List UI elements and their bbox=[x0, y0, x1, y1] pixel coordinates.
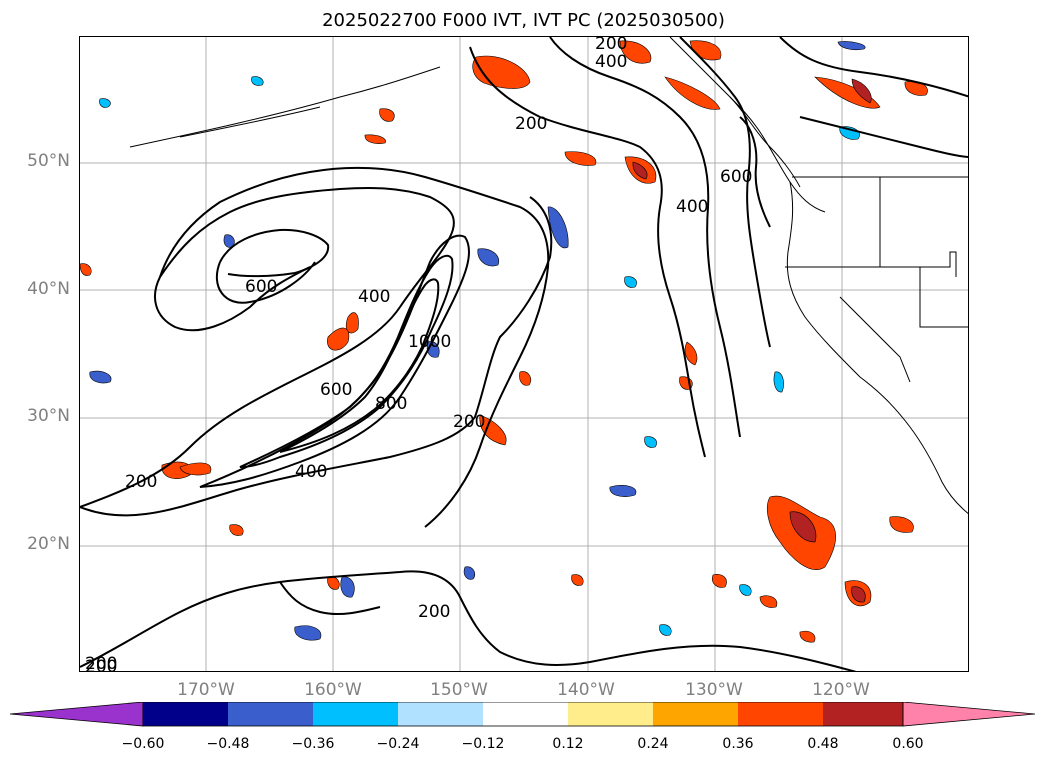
lon-label-150w: 150°W bbox=[430, 680, 488, 700]
colorbar-tick: 0.12 bbox=[552, 736, 584, 752]
lon-label-120w: 120°W bbox=[812, 680, 870, 700]
contour-label: 200 bbox=[125, 472, 157, 492]
colorbar-tick: 0.24 bbox=[637, 736, 669, 752]
contour-label: 1000 bbox=[408, 332, 451, 352]
colorbar-bin bbox=[653, 702, 738, 726]
map-canvas: 200 200 400 200 600 400 600 400 1000 800… bbox=[80, 37, 968, 672]
lon-label-160w: 160°W bbox=[304, 680, 362, 700]
colorbar-bin bbox=[398, 702, 483, 726]
lat-label-50n: 50°N bbox=[27, 151, 70, 171]
colorbar-bin bbox=[568, 702, 653, 726]
positive-anomaly-patches bbox=[80, 40, 928, 643]
colorbar-bin bbox=[738, 702, 823, 726]
colorbar-tick: −0.36 bbox=[291, 736, 335, 752]
contour-labels: 200 200 400 200 600 400 600 400 1000 800… bbox=[85, 37, 752, 672]
contour-label: 600 bbox=[720, 167, 752, 187]
map-title: 2025022700 F000 IVT, IVT PC (2025030500) bbox=[322, 10, 725, 31]
lon-label-130w: 130°W bbox=[685, 680, 743, 700]
lat-label-40n: 40°N bbox=[27, 279, 70, 299]
colorbar-bin bbox=[483, 702, 568, 726]
contour-label: 600 bbox=[245, 277, 277, 297]
contour-label: 400 bbox=[595, 52, 627, 72]
contour-label: 400 bbox=[676, 197, 708, 217]
colorbar bbox=[10, 702, 1036, 727]
contour-label: 200 bbox=[515, 114, 547, 134]
lat-label-30n: 30°N bbox=[27, 406, 70, 426]
colorbar-tick: −0.12 bbox=[461, 736, 505, 752]
colorbar-bin bbox=[313, 702, 398, 726]
colorbar-bin bbox=[143, 702, 228, 726]
lon-label-140w: 140°W bbox=[557, 680, 615, 700]
colorbar-bin bbox=[823, 702, 908, 726]
coastline bbox=[129, 37, 968, 514]
colorbar-bin bbox=[228, 702, 313, 726]
colorbar-tick: 0.48 bbox=[807, 736, 839, 752]
colorbar-tick: 0.60 bbox=[892, 736, 924, 752]
colorbar-tick: −0.24 bbox=[376, 736, 420, 752]
lon-label-170w: 170°W bbox=[177, 680, 235, 700]
ivt-contours bbox=[80, 37, 968, 671]
colorbar-tick: −0.60 bbox=[121, 736, 165, 752]
colorbar-extend-high bbox=[902, 702, 1036, 727]
contour-label: 600 bbox=[320, 380, 352, 400]
colorbar-extend-low bbox=[10, 702, 144, 727]
colorbar-tick: 0.36 bbox=[722, 736, 754, 752]
contour-label: 800 bbox=[375, 394, 407, 414]
colorbar-tick: −0.48 bbox=[206, 736, 250, 752]
map-panel[interactable]: 200 200 400 200 600 400 600 400 1000 800… bbox=[79, 36, 969, 672]
contour-label: 200 bbox=[453, 412, 485, 432]
colorbar-outline bbox=[142, 702, 904, 727]
contour-label: 400 bbox=[358, 287, 390, 307]
contour-label: 200 bbox=[418, 602, 450, 622]
contour-label: 200 bbox=[85, 657, 117, 672]
contour-label: 200 bbox=[595, 37, 627, 54]
contour-label: 400 bbox=[295, 462, 327, 482]
contour-label: 200 bbox=[85, 654, 117, 672]
negative-anomaly-patches bbox=[89, 41, 866, 641]
lat-label-20n: 20°N bbox=[27, 534, 70, 554]
